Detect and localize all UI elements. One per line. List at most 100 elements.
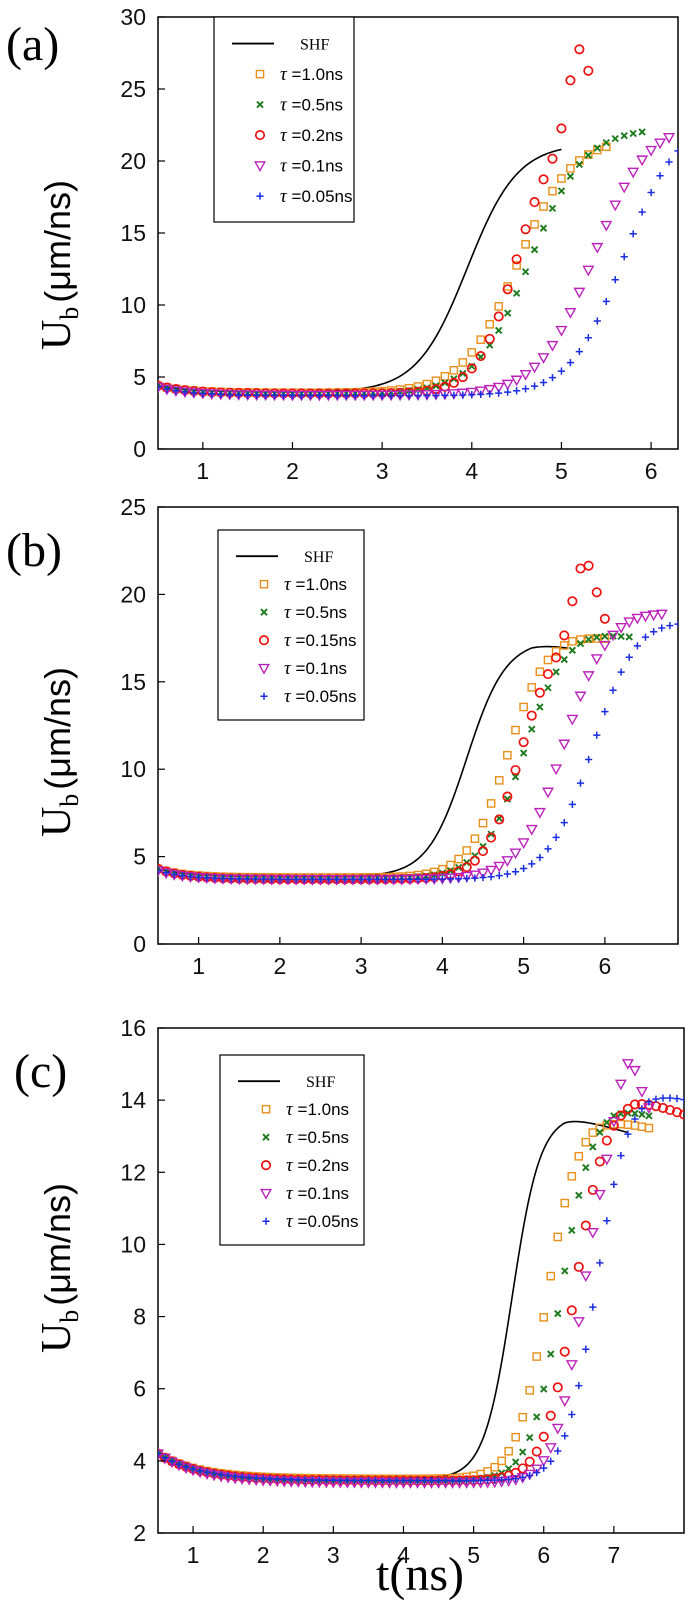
panel-b-label: (b): [6, 524, 62, 577]
data-point-circle: [475, 351, 486, 362]
data-point-plus: [288, 392, 297, 400]
data-point-plus: [528, 860, 536, 868]
data-point-x: [511, 773, 520, 781]
data-point-square: [557, 174, 566, 183]
x-tick-label: 2: [286, 458, 299, 484]
data-point-plus: [158, 1450, 162, 1458]
legend-entry-SHF: SHF: [236, 549, 333, 566]
legend-entry-tau_0_1: τ =0.1ns: [254, 156, 343, 177]
data-point-plus: [308, 875, 316, 883]
data-point-plus: [519, 1473, 527, 1482]
data-point-plus: [673, 1095, 681, 1103]
data-point-triangle: [593, 1189, 606, 1201]
data-point-plus: [196, 1467, 204, 1475]
legend-marker-square: [261, 1104, 271, 1114]
legend-entry-tau_0_2: τ =0.2ns: [254, 125, 343, 146]
data-point-x: [530, 246, 539, 254]
data-point-plus: [245, 1474, 253, 1482]
legend-marker-plus: [256, 192, 264, 200]
data-point-triangle: [550, 764, 563, 776]
data-point-triangle: [645, 145, 658, 157]
data-point-plus: [276, 875, 284, 883]
data-point-plus: [420, 1477, 429, 1485]
panel-a-xticks: 1 2 3 4 5 6: [196, 442, 658, 484]
data-point-triangle: [456, 388, 469, 400]
data-point-plus: [455, 1477, 464, 1485]
data-point-plus: [261, 391, 270, 400]
ylabel-main: U: [34, 320, 80, 350]
data-point-plus: [568, 1410, 576, 1419]
data-point-plus: [195, 873, 203, 881]
data-point-circle: [457, 372, 468, 383]
panel-b-plot-area: [158, 560, 678, 886]
legend-marker-plus: [260, 692, 268, 700]
data-point-x: [629, 129, 637, 138]
y-tick-label: 2: [133, 1520, 146, 1546]
data-point-plus: [365, 875, 373, 883]
data-point-triangle: [582, 671, 595, 682]
data-point-x: [617, 632, 625, 641]
data-point-plus: [566, 358, 575, 367]
data-point-x: [512, 289, 521, 297]
data-point-plus: [422, 875, 430, 883]
data-point-square: [637, 1122, 647, 1132]
data-point-plus: [329, 1476, 337, 1484]
y-tick-label: 4: [133, 1448, 146, 1474]
data-point-plus: [315, 392, 323, 400]
data-point-circle: [608, 1120, 619, 1131]
data-point-plus: [199, 390, 207, 398]
data-point-x: [544, 684, 552, 692]
data-point-circle: [583, 65, 594, 76]
data-point-plus: [463, 874, 471, 883]
data-point-circle: [552, 1382, 563, 1393]
data-point-square: [539, 1313, 549, 1322]
data-point-plus: [552, 833, 560, 841]
data-point-triangle: [477, 868, 489, 880]
data-point-circle: [547, 153, 558, 164]
y-tick-label: 20: [120, 148, 146, 174]
data-point-plus: [609, 686, 617, 694]
data-point-square: [593, 145, 602, 155]
data-point-plus: [503, 870, 511, 878]
data-point-x: [528, 725, 536, 733]
data-point-triangle: [537, 1456, 550, 1467]
x-tick-label: 4: [397, 1542, 410, 1568]
data-point-triangle: [574, 691, 587, 703]
data-point-square: [521, 240, 530, 249]
data-point-circle: [510, 764, 521, 776]
data-point-plus: [423, 391, 431, 400]
data-point-plus: [446, 875, 455, 883]
data-point-plus: [674, 147, 678, 155]
data-point-x: [504, 1464, 513, 1473]
y-tick-label: 10: [120, 756, 146, 782]
data-point-plus: [399, 1477, 408, 1485]
data-point-triangle: [628, 1065, 641, 1077]
data-point-triangle: [663, 132, 676, 144]
data-point-plus: [539, 378, 548, 387]
data-point-plus: [641, 633, 650, 641]
data-point-x: [593, 144, 601, 152]
data-point-plus: [181, 388, 189, 396]
legend-label: SHF: [304, 549, 333, 566]
data-point-circle: [545, 1410, 556, 1421]
data-point-plus: [585, 755, 593, 764]
data-point-plus: [279, 391, 288, 400]
legend-marker-x: [262, 1133, 270, 1141]
data-point-plus: [647, 188, 655, 197]
data-point-x: [557, 187, 566, 195]
data-point-x: [625, 633, 633, 641]
data-point-square: [483, 1467, 492, 1476]
data-point-square: [476, 335, 486, 344]
data-point-triangle: [607, 1116, 620, 1128]
data-point-plus: [336, 1476, 344, 1484]
data-point-x: [554, 1309, 562, 1318]
legend-marker-square: [259, 579, 269, 589]
data-point-x: [568, 1226, 576, 1235]
legend-entry-tau_0_2: τ =0.15ns: [258, 630, 357, 651]
data-point-plus: [568, 800, 576, 809]
legend-marker-triangle: [260, 1188, 272, 1200]
data-point-circle: [601, 1135, 612, 1146]
data-point-circle: [517, 1463, 528, 1474]
data-point-x: [584, 151, 593, 159]
